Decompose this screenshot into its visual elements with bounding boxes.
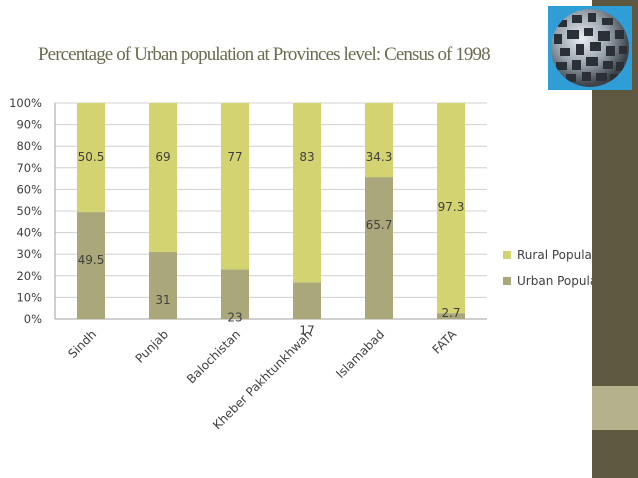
- bar-segment: [437, 103, 465, 314]
- y-tick-label: 70%: [16, 161, 42, 175]
- data-label-urban: 49.5: [78, 253, 105, 267]
- x-category-label: Balochistan: [184, 327, 243, 386]
- bar-segment: [437, 313, 465, 319]
- bar-segment: [365, 177, 393, 319]
- x-category-label: Islamabad: [333, 327, 387, 381]
- legend-swatch: [503, 251, 511, 259]
- y-tick-label: 90%: [16, 118, 42, 132]
- bar-segment: [77, 103, 105, 213]
- data-label-urban: 17: [299, 323, 314, 337]
- bar-segment: [221, 269, 249, 319]
- slide-title: Percentage of Urban population at Provin…: [38, 44, 491, 65]
- x-category-label: FATA: [430, 327, 460, 357]
- legend-swatch: [503, 277, 511, 285]
- data-label-rural: 69: [155, 150, 170, 164]
- data-label-rural: 77: [227, 150, 242, 164]
- x-category-label: Punjab: [133, 327, 172, 366]
- bar-segment: [149, 252, 177, 319]
- bar-segment: [365, 103, 393, 178]
- globe-icon: [548, 6, 632, 90]
- decorative-side-block: [592, 386, 638, 430]
- y-tick-label: 80%: [16, 139, 42, 153]
- bar-segment: [77, 212, 105, 319]
- y-tick-label: 0%: [24, 312, 42, 326]
- data-label-rural: 83: [299, 150, 314, 164]
- data-label-rural: 34.3: [366, 150, 393, 164]
- legend-label: Rural Population: [517, 248, 615, 262]
- y-tick-label: 20%: [16, 269, 42, 283]
- bar-segment: [293, 282, 321, 319]
- y-tick-label: 30%: [16, 247, 42, 261]
- y-tick-label: 10%: [16, 290, 42, 304]
- y-tick-label: 40%: [16, 226, 42, 240]
- data-label-urban: 65.7: [366, 218, 393, 232]
- y-tick-label: 50%: [16, 204, 42, 218]
- bar-segment: [149, 103, 177, 253]
- data-label-rural: 97.3: [438, 200, 465, 214]
- bar-segment: [293, 103, 321, 283]
- data-label-urban: 23: [227, 310, 242, 324]
- x-category-label: Sindh: [65, 327, 99, 361]
- bar-segment: [221, 103, 249, 270]
- data-label-urban: 31: [155, 293, 170, 307]
- y-tick-label: 60%: [16, 182, 42, 196]
- data-label-urban: 2.7: [441, 306, 460, 320]
- data-label-rural: 50.5: [78, 150, 105, 164]
- y-tick-label: 100%: [9, 96, 42, 110]
